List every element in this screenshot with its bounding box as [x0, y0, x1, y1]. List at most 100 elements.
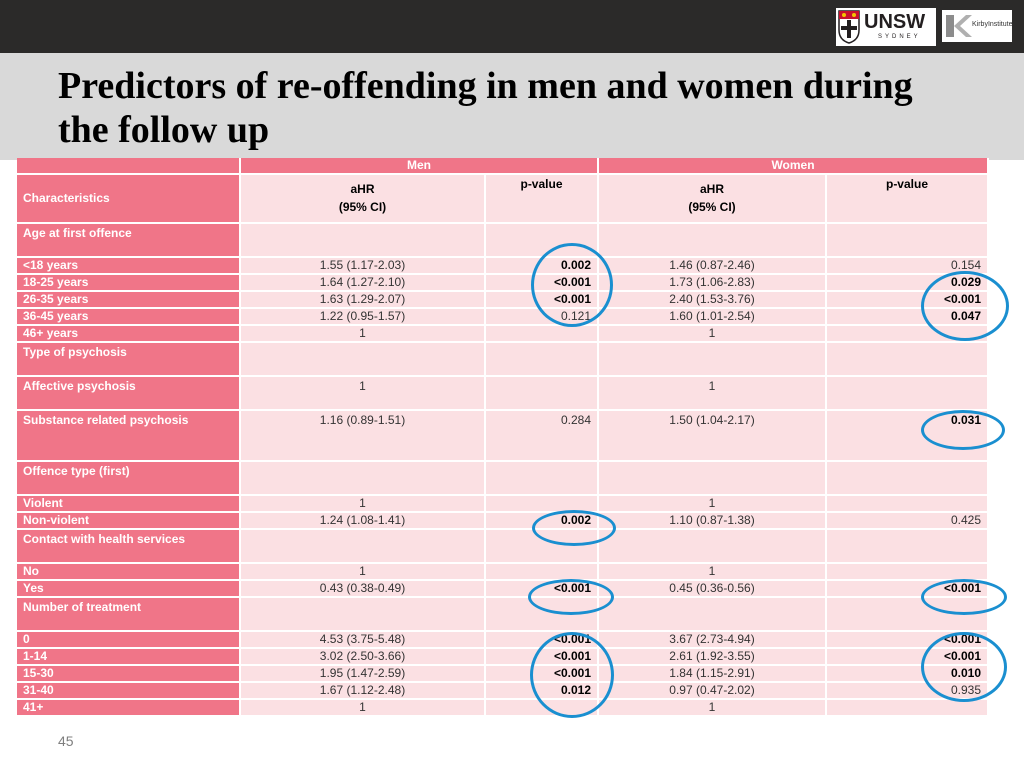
- table-row: 31-40 1.67 (1.12-2.48) 0.012 0.97 (0.47-2.0…: [17, 682, 989, 700]
- women-pvalue-cell: [826, 529, 989, 564]
- men-ahr-cell: [240, 461, 486, 496]
- women-ahr-cell: 0.45 (0.36-0.56): [598, 580, 827, 598]
- unsw-logo: UNSW SYDNEY: [836, 8, 936, 46]
- women-ahr-cell: 1: [598, 495, 827, 513]
- women-ahr-cell: [598, 342, 827, 377]
- row-label: Type of psychosis: [17, 342, 241, 377]
- header-women-pvalue: p-value: [826, 174, 989, 224]
- table-row: Contact with health services: [17, 529, 989, 564]
- women-ahr-cell: 1: [598, 699, 827, 717]
- women-pvalue-cell: [826, 461, 989, 496]
- table-row: Substance related psychosis 1.16 (0.89-1.…: [17, 410, 989, 462]
- highlight-circle: [530, 632, 614, 718]
- header-women-ahr-line2: (95% CI): [688, 200, 736, 214]
- row-label: 26-35 years: [17, 291, 241, 309]
- women-ahr-cell: 3.67 (2.73-4.94): [598, 631, 827, 649]
- row-label: Offence type (first): [17, 461, 241, 496]
- women-pvalue-cell: 0.154: [826, 257, 989, 275]
- men-ahr-cell: 4.53 (3.75-5.48): [240, 631, 486, 649]
- women-pvalue-cell: [826, 223, 989, 258]
- page-number: 45: [58, 733, 74, 749]
- table-row: Offence type (first): [17, 461, 989, 496]
- header-men-pvalue: p-value: [485, 174, 599, 224]
- row-label: Substance related psychosis: [17, 410, 241, 462]
- men-pvalue-cell: [485, 342, 599, 377]
- women-ahr-cell: 0.97 (0.47-2.02): [598, 682, 827, 700]
- men-ahr-cell: [240, 223, 486, 258]
- women-ahr-cell: 1.50 (1.04-2.17): [598, 410, 827, 462]
- women-pvalue-cell: [826, 376, 989, 411]
- men-pvalue-cell: 0.284: [485, 410, 599, 462]
- table-row: 0 4.53 (3.75-5.48) <0.001 3.67 (2.73-4.94) <…: [17, 631, 989, 649]
- row-label: Age at first offence: [17, 223, 241, 258]
- column-header-row: Characteristics aHR (95% CI) p-value aHR…: [17, 174, 989, 224]
- table-row: 26-35 years 1.63 (1.29-2.07) <0.001 2.40 (1…: [17, 291, 989, 309]
- women-ahr-cell: 1: [598, 325, 827, 343]
- men-ahr-cell: 3.02 (2.50-3.66): [240, 648, 486, 666]
- women-ahr-cell: 1: [598, 376, 827, 411]
- predictors-table: Men Women Characteristics aHR (95% CI) p…: [17, 158, 989, 717]
- men-ahr-cell: 1.67 (1.12-2.48): [240, 682, 486, 700]
- row-label: 18-25 years: [17, 274, 241, 292]
- women-ahr-cell: 2.40 (1.53-3.76): [598, 291, 827, 309]
- title-band: [0, 53, 1024, 160]
- row-label: 31-40: [17, 682, 241, 700]
- highlight-circle: [921, 632, 1007, 702]
- table-row: 1-14 3.02 (2.50-3.66) <0.001 2.61 (1.92-3.5…: [17, 648, 989, 666]
- header-women-ahr: aHR (95% CI): [598, 174, 827, 224]
- men-ahr-cell: 1: [240, 699, 486, 717]
- highlight-circle: [921, 271, 1009, 341]
- table-row: 46+ years 1 1: [17, 325, 989, 343]
- women-ahr-cell: 1.84 (1.15-2.91): [598, 665, 827, 683]
- row-label: Yes: [17, 580, 241, 598]
- row-label: Number of treatment: [17, 597, 241, 632]
- kirby-logo: KirbyInstitute: [942, 10, 1012, 42]
- row-label: Contact with health services: [17, 529, 241, 564]
- header-women-ahr-line1: aHR: [699, 182, 724, 196]
- men-ahr-cell: [240, 529, 486, 564]
- unsw-crest-icon: [838, 10, 860, 44]
- table-row: Type of psychosis: [17, 342, 989, 377]
- men-pvalue-cell: [485, 495, 599, 513]
- kirby-mark-icon: [946, 15, 972, 37]
- highlight-circle: [531, 243, 613, 327]
- unsw-subtitle: SYDNEY: [878, 34, 921, 40]
- men-ahr-cell: 1.16 (0.89-1.51): [240, 410, 486, 462]
- header-characteristics: Characteristics: [17, 174, 241, 224]
- men-ahr-cell: [240, 342, 486, 377]
- women-ahr-cell: [598, 597, 827, 632]
- men-ahr-cell: 0.43 (0.38-0.49): [240, 580, 486, 598]
- women-ahr-cell: [598, 461, 827, 496]
- row-label: Affective psychosis: [17, 376, 241, 411]
- men-pvalue-cell: [485, 325, 599, 343]
- women-ahr-cell: 1.10 (0.87-1.38): [598, 512, 827, 530]
- group-header-blank: [17, 158, 241, 175]
- header-men-ahr-line1: aHR: [350, 182, 375, 196]
- table-row: Age at first offence: [17, 223, 989, 258]
- table-row: 15-30 1.95 (1.47-2.59) <0.001 1.84 (1.15-2.…: [17, 665, 989, 683]
- women-pvalue-cell: 0.425: [826, 512, 989, 530]
- women-ahr-cell: 1.46 (0.87-2.46): [598, 257, 827, 275]
- row-label: Non-violent: [17, 512, 241, 530]
- men-ahr-cell: 1: [240, 325, 486, 343]
- men-ahr-cell: 1: [240, 376, 486, 411]
- men-ahr-cell: 1: [240, 563, 486, 581]
- men-pvalue-cell: [485, 563, 599, 581]
- men-ahr-cell: 1.64 (1.27-2.10): [240, 274, 486, 292]
- highlight-circle: [921, 579, 1007, 615]
- group-header-women: Women: [598, 158, 989, 175]
- row-label: 0: [17, 631, 241, 649]
- header-men-ahr: aHR (95% CI): [240, 174, 486, 224]
- row-label: <18 years: [17, 257, 241, 275]
- group-header-men: Men: [240, 158, 599, 175]
- men-ahr-cell: 1.55 (1.17-2.03): [240, 257, 486, 275]
- men-ahr-cell: [240, 597, 486, 632]
- women-pvalue-cell: [826, 563, 989, 581]
- men-pvalue-cell: [485, 376, 599, 411]
- women-ahr-cell: 1: [598, 563, 827, 581]
- group-header-row: Men Women: [17, 158, 989, 175]
- unsw-wordmark: UNSW: [864, 11, 926, 33]
- row-label: 36-45 years: [17, 308, 241, 326]
- kirby-wordmark: KirbyInstitute: [972, 21, 1013, 28]
- men-ahr-cell: 1: [240, 495, 486, 513]
